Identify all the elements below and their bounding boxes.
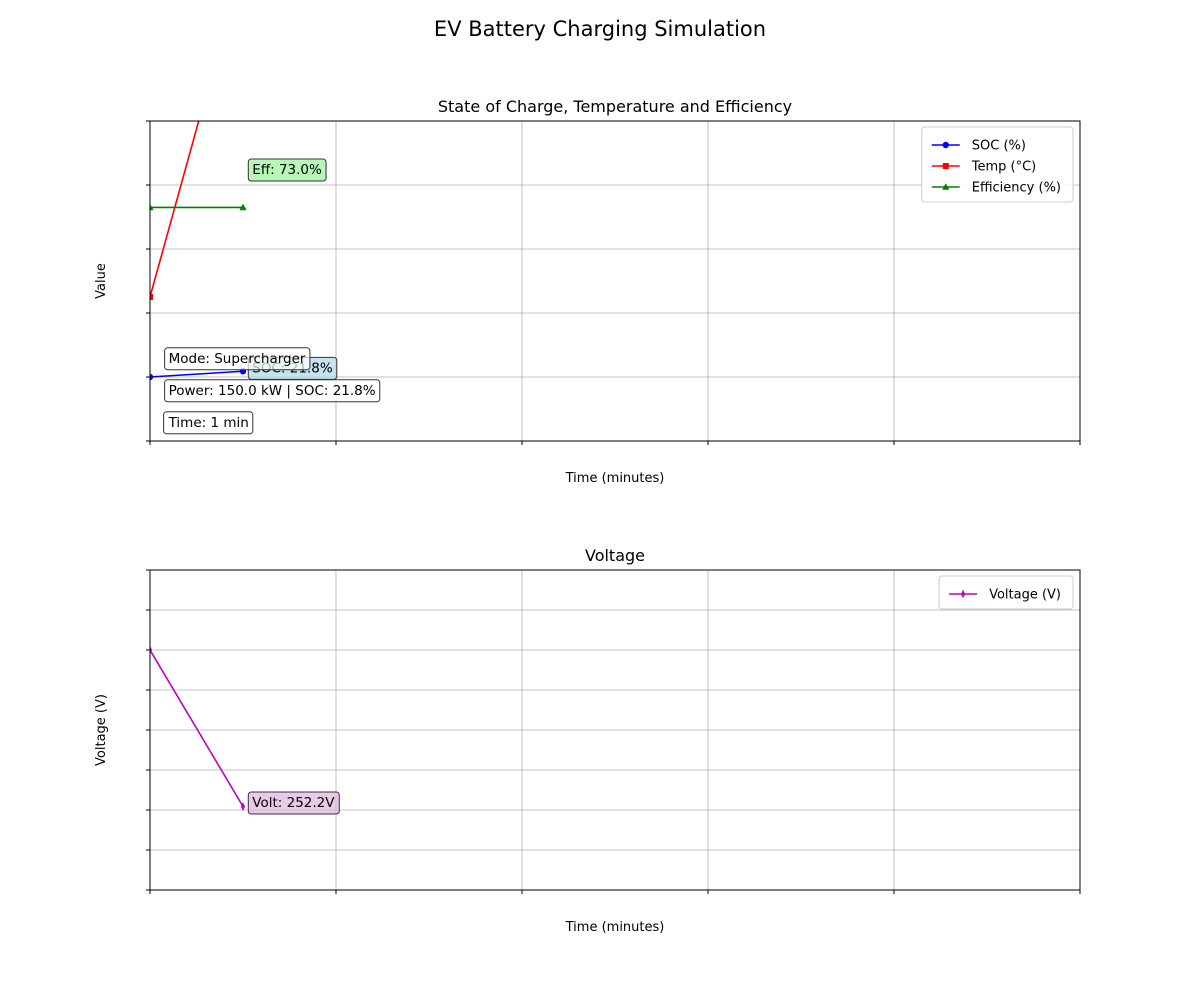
annotation-box	[164, 347, 311, 371]
annotation: Mode: Supercharger	[164, 347, 311, 371]
series-line	[150, 370, 244, 378]
legend-box	[938, 575, 1074, 610]
x-axis-label: Time (minutes)	[565, 471, 665, 486]
axes-frame	[149, 120, 1081, 442]
data-point	[239, 203, 247, 211]
x-axis-label: Time (minutes)	[565, 920, 665, 935]
figure-title: EV Battery Charging Simulation	[434, 17, 766, 41]
chart-title: State of Charge, Temperature and Efficie…	[438, 97, 792, 116]
legend-label: Efficiency (%)	[972, 181, 1061, 196]
plot-area	[150, 645, 245, 811]
legend-marker	[942, 163, 949, 169]
chart-voltage: Voltage Time (minutes) Voltage (V) Volt:…	[94, 546, 1081, 935]
legend-marker	[942, 183, 950, 190]
data-point	[150, 203, 154, 211]
y-axis-label: Value	[94, 263, 109, 299]
chart-title: Voltage	[585, 546, 645, 565]
annotation-text: Eff: 73.0%	[252, 162, 322, 178]
plot-area	[150, 121, 247, 381]
legend: SOC (%) Temp (°C) Efficiency (%)	[921, 126, 1074, 203]
annotation: Power: 150.0 kW | SOC: 21.8%	[164, 379, 381, 403]
series-voltage-v	[150, 645, 245, 811]
annotation: Time: 1 min	[163, 411, 254, 435]
legend-item: Temp (°C)	[931, 160, 1037, 175]
legend-label: Voltage (V)	[989, 588, 1061, 603]
annotation-text: Volt: 252.2V	[252, 795, 335, 811]
legend: Voltage (V)	[938, 575, 1074, 610]
legend-label: Temp (°C)	[971, 160, 1037, 175]
legend-label: SOC (%)	[972, 139, 1026, 154]
data-point	[241, 801, 245, 811]
annotation-text: Power: 150.0 kW | SOC: 21.8%	[169, 383, 376, 399]
gridlines	[149, 569, 1081, 891]
legend-item: Voltage (V)	[949, 588, 1061, 603]
legend-marker	[961, 589, 966, 599]
legend-item: SOC (%)	[931, 139, 1026, 154]
annotation-text: Mode: Supercharger	[169, 351, 306, 367]
annotation-box	[247, 158, 327, 182]
y-axis-label: Voltage (V)	[94, 694, 109, 766]
annotation: Volt: 252.2V	[247, 791, 340, 815]
legend-item: Efficiency (%)	[931, 181, 1061, 196]
series-temp-c	[150, 121, 200, 300]
annotation: Eff: 73.0%	[247, 158, 327, 182]
annotation-box	[164, 379, 381, 403]
annotation-box	[247, 791, 340, 815]
data-point	[150, 373, 154, 381]
chart-soc-temp-efficiency: State of Charge, Temperature and Efficie…	[94, 97, 1081, 486]
series-line	[150, 649, 244, 807]
series-line	[150, 121, 200, 298]
legend-marker	[942, 141, 949, 149]
annotation-box	[163, 411, 254, 435]
series-efficiency	[150, 203, 247, 211]
annotation-text: Time: 1 min	[168, 415, 249, 431]
data-point	[150, 294, 153, 300]
